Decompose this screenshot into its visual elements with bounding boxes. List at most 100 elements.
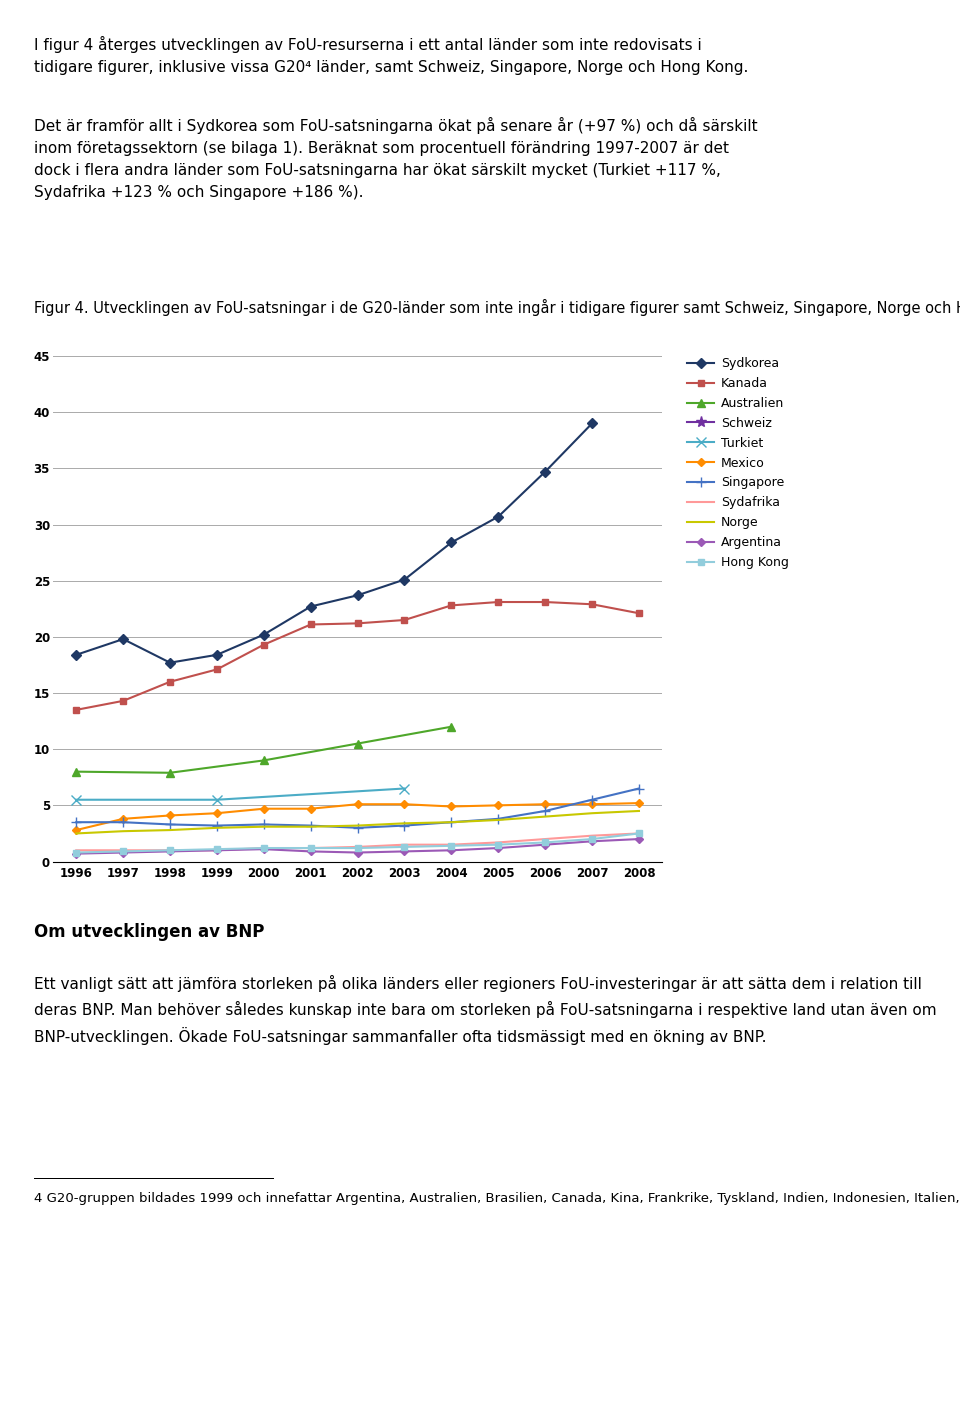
Singapore — [587, 792, 598, 809]
Mexico — [164, 807, 176, 824]
Mexico — [117, 810, 129, 827]
Legend: Sydkorea, Kanada, Australien, Schweiz, Turkiet, Mexico, Singapore, Sydafrika, No: Sydkorea, Kanada, Australien, Schweiz, T… — [687, 357, 788, 570]
Argentina — [398, 843, 410, 860]
Sydafrika — [117, 842, 129, 859]
Australien — [445, 718, 457, 735]
Argentina — [492, 840, 504, 857]
Sydkorea — [352, 587, 364, 604]
Kanada — [258, 637, 270, 654]
Mexico — [540, 796, 551, 813]
Mexico — [211, 805, 223, 822]
Sydkorea — [211, 646, 223, 664]
Norge — [492, 812, 504, 829]
Sydafrika — [587, 827, 598, 844]
Mexico — [352, 796, 364, 813]
Norge — [164, 822, 176, 839]
Mexico — [492, 797, 504, 815]
Kanada — [398, 611, 410, 628]
Argentina — [445, 842, 457, 859]
Australien — [70, 763, 82, 780]
Mexico — [70, 822, 82, 839]
Singapore — [164, 816, 176, 833]
Sydafrika — [305, 840, 317, 857]
Turkiet — [70, 792, 82, 809]
Argentina — [634, 830, 645, 847]
Line: Turkiet: Turkiet — [71, 783, 409, 805]
Sydkorea — [258, 627, 270, 644]
Argentina — [70, 844, 82, 862]
Argentina — [305, 843, 317, 860]
Turkiet — [211, 792, 223, 809]
Singapore — [305, 817, 317, 834]
Text: Figur 4. Utvecklingen av FoU-satsningar i de G20-länder som inte ingår i tidigar: Figur 4. Utvecklingen av FoU-satsningar … — [34, 299, 960, 316]
Kanada — [164, 674, 176, 691]
Argentina — [587, 833, 598, 850]
Norge — [540, 807, 551, 824]
Argentina — [352, 844, 364, 862]
Sydkorea — [117, 631, 129, 648]
Hong Kong — [445, 837, 457, 854]
Sydafrika — [540, 830, 551, 847]
Hong Kong — [587, 830, 598, 847]
Singapore — [258, 816, 270, 833]
Text: Ett vanligt sätt att jämföra storleken på olika länders eller regioners FoU-inve: Ett vanligt sätt att jämföra storleken p… — [34, 975, 936, 1045]
Argentina — [211, 842, 223, 859]
Mexico — [305, 800, 317, 817]
Sydkorea — [305, 598, 317, 615]
Line: Norge: Norge — [76, 812, 639, 833]
Sydafrika — [445, 836, 457, 853]
Kanada — [587, 595, 598, 612]
Sydkorea — [540, 463, 551, 480]
Kanada — [492, 594, 504, 611]
Norge — [587, 805, 598, 822]
Australien — [258, 752, 270, 769]
Kanada — [352, 615, 364, 632]
Mexico — [258, 800, 270, 817]
Mexico — [445, 797, 457, 815]
Hong Kong — [398, 839, 410, 856]
Argentina — [117, 844, 129, 862]
Mexico — [587, 796, 598, 813]
Kanada — [117, 692, 129, 709]
Singapore — [70, 813, 82, 830]
Line: Hong Kong: Hong Kong — [74, 830, 641, 856]
Line: Singapore: Singapore — [71, 783, 644, 833]
Singapore — [492, 810, 504, 827]
Hong Kong — [164, 842, 176, 859]
Norge — [305, 819, 317, 836]
Norge — [398, 815, 410, 832]
Singapore — [540, 803, 551, 820]
Kanada — [70, 702, 82, 719]
Singapore — [117, 813, 129, 830]
Hong Kong — [70, 844, 82, 862]
Line: Mexico: Mexico — [74, 800, 641, 833]
Kanada — [445, 597, 457, 614]
Australien — [352, 735, 364, 752]
Text: Om utvecklingen av BNP: Om utvecklingen av BNP — [34, 923, 264, 941]
Kanada — [634, 605, 645, 622]
Argentina — [258, 840, 270, 857]
Line: Argentina: Argentina — [74, 836, 641, 856]
Norge — [634, 803, 645, 820]
Kanada — [540, 594, 551, 611]
Singapore — [211, 817, 223, 834]
Sydkorea — [164, 654, 176, 671]
Line: Sydafrika: Sydafrika — [76, 833, 639, 850]
Sydafrika — [211, 842, 223, 859]
Sydafrika — [634, 824, 645, 842]
Sydkorea — [587, 414, 598, 431]
Line: Australien: Australien — [72, 722, 456, 778]
Text: I figur 4 återges utvecklingen av FoU-resurserna i ett antal länder som inte red: I figur 4 återges utvecklingen av FoU-re… — [34, 36, 748, 75]
Text: Det är framför allt i Sydkorea som FoU-satsningarna ökat på senare år (+97 %) oc: Det är framför allt i Sydkorea som FoU-s… — [34, 117, 757, 201]
Norge — [445, 813, 457, 830]
Sydafrika — [352, 839, 364, 856]
Australien — [164, 765, 176, 782]
Sydkorea — [398, 571, 410, 588]
Singapore — [634, 780, 645, 797]
Norge — [352, 817, 364, 834]
Line: Sydkorea: Sydkorea — [73, 420, 595, 666]
Norge — [117, 823, 129, 840]
Mexico — [398, 796, 410, 813]
Line: Kanada: Kanada — [73, 598, 642, 713]
Sydafrika — [398, 836, 410, 853]
